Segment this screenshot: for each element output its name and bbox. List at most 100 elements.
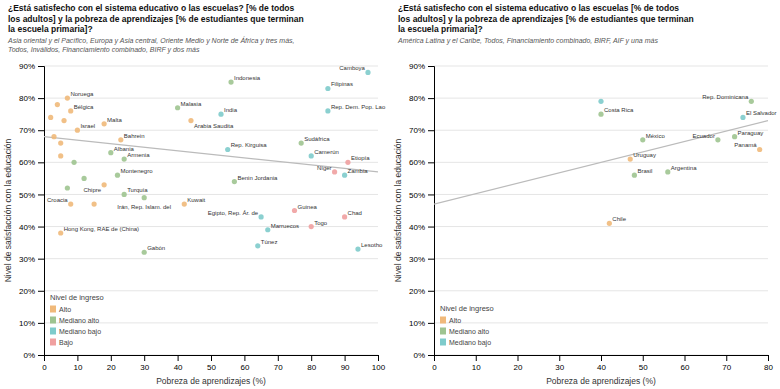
- legend-swatch: [50, 328, 56, 335]
- x-axis-title: Pobreza de aprendizajes (%): [546, 376, 656, 386]
- grid-line: [44, 258, 378, 259]
- point: [342, 173, 347, 178]
- tick-label: 20: [107, 363, 116, 372]
- tick: 60%: [19, 158, 44, 167]
- tick: 50: [639, 355, 648, 372]
- grid-line: [434, 194, 768, 195]
- point: [365, 70, 370, 75]
- tick-label: 90: [341, 363, 350, 372]
- point-label: Chile: [612, 216, 626, 222]
- tick-mark: [38, 291, 44, 292]
- tick-label: 20%: [19, 287, 35, 296]
- point: [265, 227, 270, 232]
- tick-label: 0%: [23, 351, 35, 360]
- grid-line: [434, 130, 768, 131]
- tick: 30: [555, 355, 564, 372]
- point: [228, 79, 233, 84]
- chart-container: ¿Está satisfecho con el sistema educativ…: [0, 0, 780, 389]
- x-axis: 0102030405060708090100: [42, 355, 385, 372]
- point: [345, 160, 350, 165]
- grid-line: [44, 162, 378, 163]
- tick-mark: [726, 355, 727, 361]
- tick: 40%: [19, 223, 44, 232]
- x-axis-title: Pobreza de aprendizajes (%): [156, 376, 266, 386]
- point-label: Sudáfrica: [304, 136, 330, 142]
- point: [48, 115, 53, 120]
- point-label: Costa Rica: [604, 107, 634, 113]
- tick-mark: [559, 355, 560, 361]
- legend: Nivel de ingresoAltoMediano altoMediano …: [50, 293, 104, 347]
- point-label: Ecuador: [693, 133, 715, 139]
- point-label: Níger: [317, 165, 332, 171]
- point: [259, 214, 264, 219]
- grid-line: [434, 290, 768, 291]
- axis-line: [435, 356, 769, 362]
- point-label: Zambia: [348, 168, 369, 174]
- point: [598, 99, 603, 104]
- subtitle-line: Asia oriental y el Pacífico, Europa y As…: [7, 36, 295, 45]
- tick-mark: [428, 291, 434, 292]
- point: [75, 128, 80, 133]
- legend-item: Bajo: [50, 339, 73, 348]
- legend-label: Alto: [59, 306, 71, 313]
- legend-item: Mediano alto: [440, 328, 489, 336]
- point-label: Marruecos: [271, 223, 299, 229]
- tick: 20: [514, 355, 523, 372]
- point-labels: ChileUruguayPanamáCosta RicaBrasilMéxico…: [604, 94, 777, 222]
- point-label: Croacia: [47, 197, 68, 203]
- point-label: Filipinas: [331, 81, 353, 87]
- point: [628, 157, 633, 162]
- grid-line: [44, 66, 378, 67]
- tick-label: 80%: [409, 94, 425, 103]
- grid-line: [44, 98, 378, 99]
- chart-svg: ¿Está satisfecho con el sistema educativ…: [0, 0, 780, 389]
- tick-mark: [643, 355, 644, 361]
- point: [732, 134, 737, 139]
- point-label: Gabón: [147, 245, 165, 251]
- point-label: Paraguay: [738, 130, 764, 136]
- tick-label: 50%: [19, 191, 35, 200]
- grid-line: [44, 130, 378, 131]
- point-label: Panamá: [734, 142, 757, 148]
- tick: 50%: [19, 191, 44, 200]
- tick: 10%: [19, 319, 44, 328]
- title-line: ¿Está satisfecho con el sistema educativ…: [8, 3, 295, 13]
- tick: 90%: [19, 62, 44, 71]
- title-line: ¿Está satisfecho con el sistema educativ…: [398, 3, 679, 13]
- point: [325, 108, 330, 113]
- tick-label: 80: [307, 363, 316, 372]
- point: [58, 230, 63, 235]
- point: [355, 246, 360, 251]
- tick-label: 30: [140, 363, 149, 372]
- legend-label: Mediano alto: [59, 317, 99, 324]
- y-axis: 0%10%20%30%40%50%60%70%80%90%: [409, 62, 435, 360]
- point: [122, 192, 127, 197]
- tick: 60: [681, 355, 690, 372]
- point-label: Rep. Dem. Pop. Lao: [331, 104, 386, 110]
- legend-item: Mediano bajo: [50, 328, 101, 337]
- title: ¿Está satisfecho con el sistema educativ…: [398, 3, 694, 34]
- tick-mark: [428, 355, 434, 356]
- point: [309, 224, 314, 229]
- grid-line: [434, 66, 768, 67]
- tick: 10%: [409, 319, 434, 328]
- tick-label: 30%: [19, 255, 35, 264]
- point-label: Rep. Dominicana: [702, 94, 749, 100]
- point-label: México: [646, 133, 666, 139]
- point-label: Arabia Saudita: [194, 123, 234, 129]
- tick-mark: [428, 98, 434, 99]
- tick-mark: [144, 355, 145, 361]
- tick: 30%: [409, 255, 434, 264]
- point: [118, 137, 123, 142]
- point: [81, 176, 86, 181]
- legend-label: Bajo: [59, 339, 73, 347]
- tick-label: 90%: [409, 62, 425, 71]
- tick-label: 50: [207, 363, 216, 372]
- tick-label: 90%: [19, 62, 35, 71]
- tick-label: 80: [764, 363, 773, 372]
- legend-label: Mediano bajo: [59, 328, 101, 336]
- point-label: Hong Kong, RAE de (China): [64, 226, 139, 232]
- point: [632, 173, 637, 178]
- point: [65, 96, 70, 101]
- point: [58, 153, 63, 158]
